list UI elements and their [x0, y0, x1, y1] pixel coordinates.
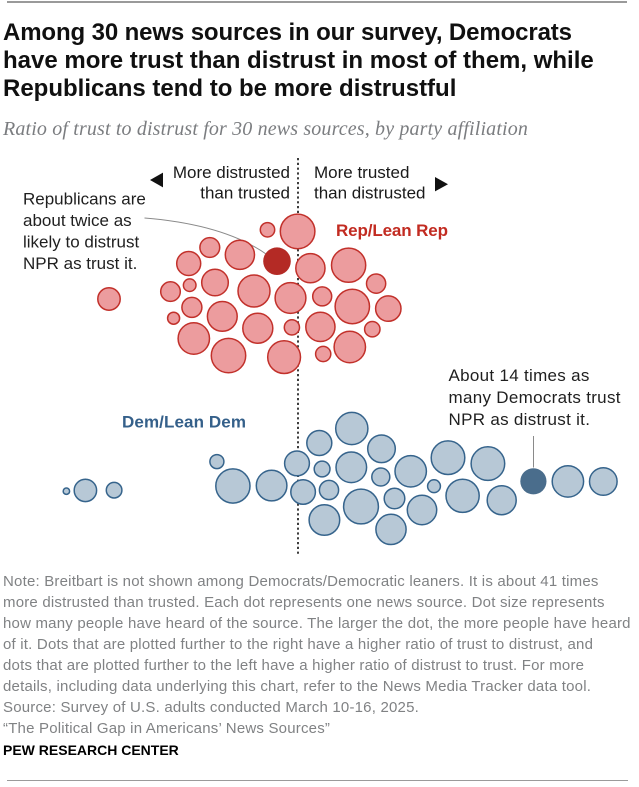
- svg-text:than trusted: than trusted: [200, 184, 290, 203]
- svg-text:than distrusted: than distrusted: [314, 184, 426, 203]
- svg-text:About 14 times as: About 14 times as: [449, 366, 590, 385]
- svg-text:Republicans are: Republicans are: [23, 190, 146, 209]
- svg-text:More trusted: More trusted: [314, 163, 409, 182]
- svg-text:Dem/Lean Dem: Dem/Lean Dem: [122, 413, 246, 432]
- svg-text:likely to distrust: likely to distrust: [23, 233, 139, 252]
- svg-text:many Democrats trust: many Democrats trust: [449, 388, 621, 407]
- svg-text:More distrusted: More distrusted: [173, 163, 290, 182]
- svg-text:NPR as trust it.: NPR as trust it.: [23, 254, 137, 273]
- svg-text:NPR as distrust it.: NPR as distrust it.: [449, 410, 591, 429]
- svg-text:Rep/Lean Rep: Rep/Lean Rep: [336, 221, 448, 240]
- svg-text:about twice as: about twice as: [23, 211, 132, 230]
